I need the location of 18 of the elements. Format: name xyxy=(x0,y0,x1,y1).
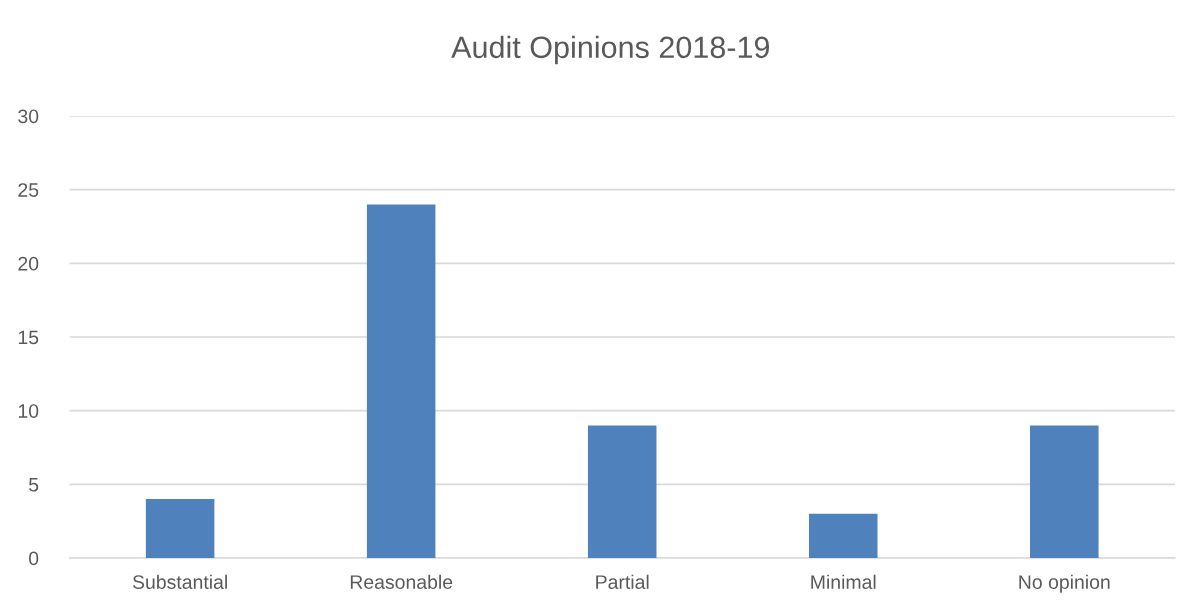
y-tick-label: 5 xyxy=(29,478,39,492)
y-tick-label: 25 xyxy=(18,183,39,197)
y-tick-label: 15 xyxy=(18,330,39,345)
chart-title: Audit Opinions 2018-19 xyxy=(451,35,770,65)
y-tick-label: 20 xyxy=(18,256,39,271)
bar xyxy=(1030,425,1099,559)
y-tick-label: 0 xyxy=(28,551,39,566)
y-tick-label: 30 xyxy=(18,109,39,124)
bar xyxy=(366,204,436,559)
x-tick-label: Minimal xyxy=(811,574,876,589)
bar xyxy=(145,499,215,559)
y-tick-label: 10 xyxy=(18,404,39,418)
x-tick-label: No opinion xyxy=(1019,574,1110,593)
bar xyxy=(587,425,657,559)
x-tick-label: Partial xyxy=(596,574,649,589)
x-tick-label: Substantial xyxy=(132,574,227,589)
bar xyxy=(808,513,878,559)
x-tick-label: Reasonable xyxy=(350,574,453,589)
